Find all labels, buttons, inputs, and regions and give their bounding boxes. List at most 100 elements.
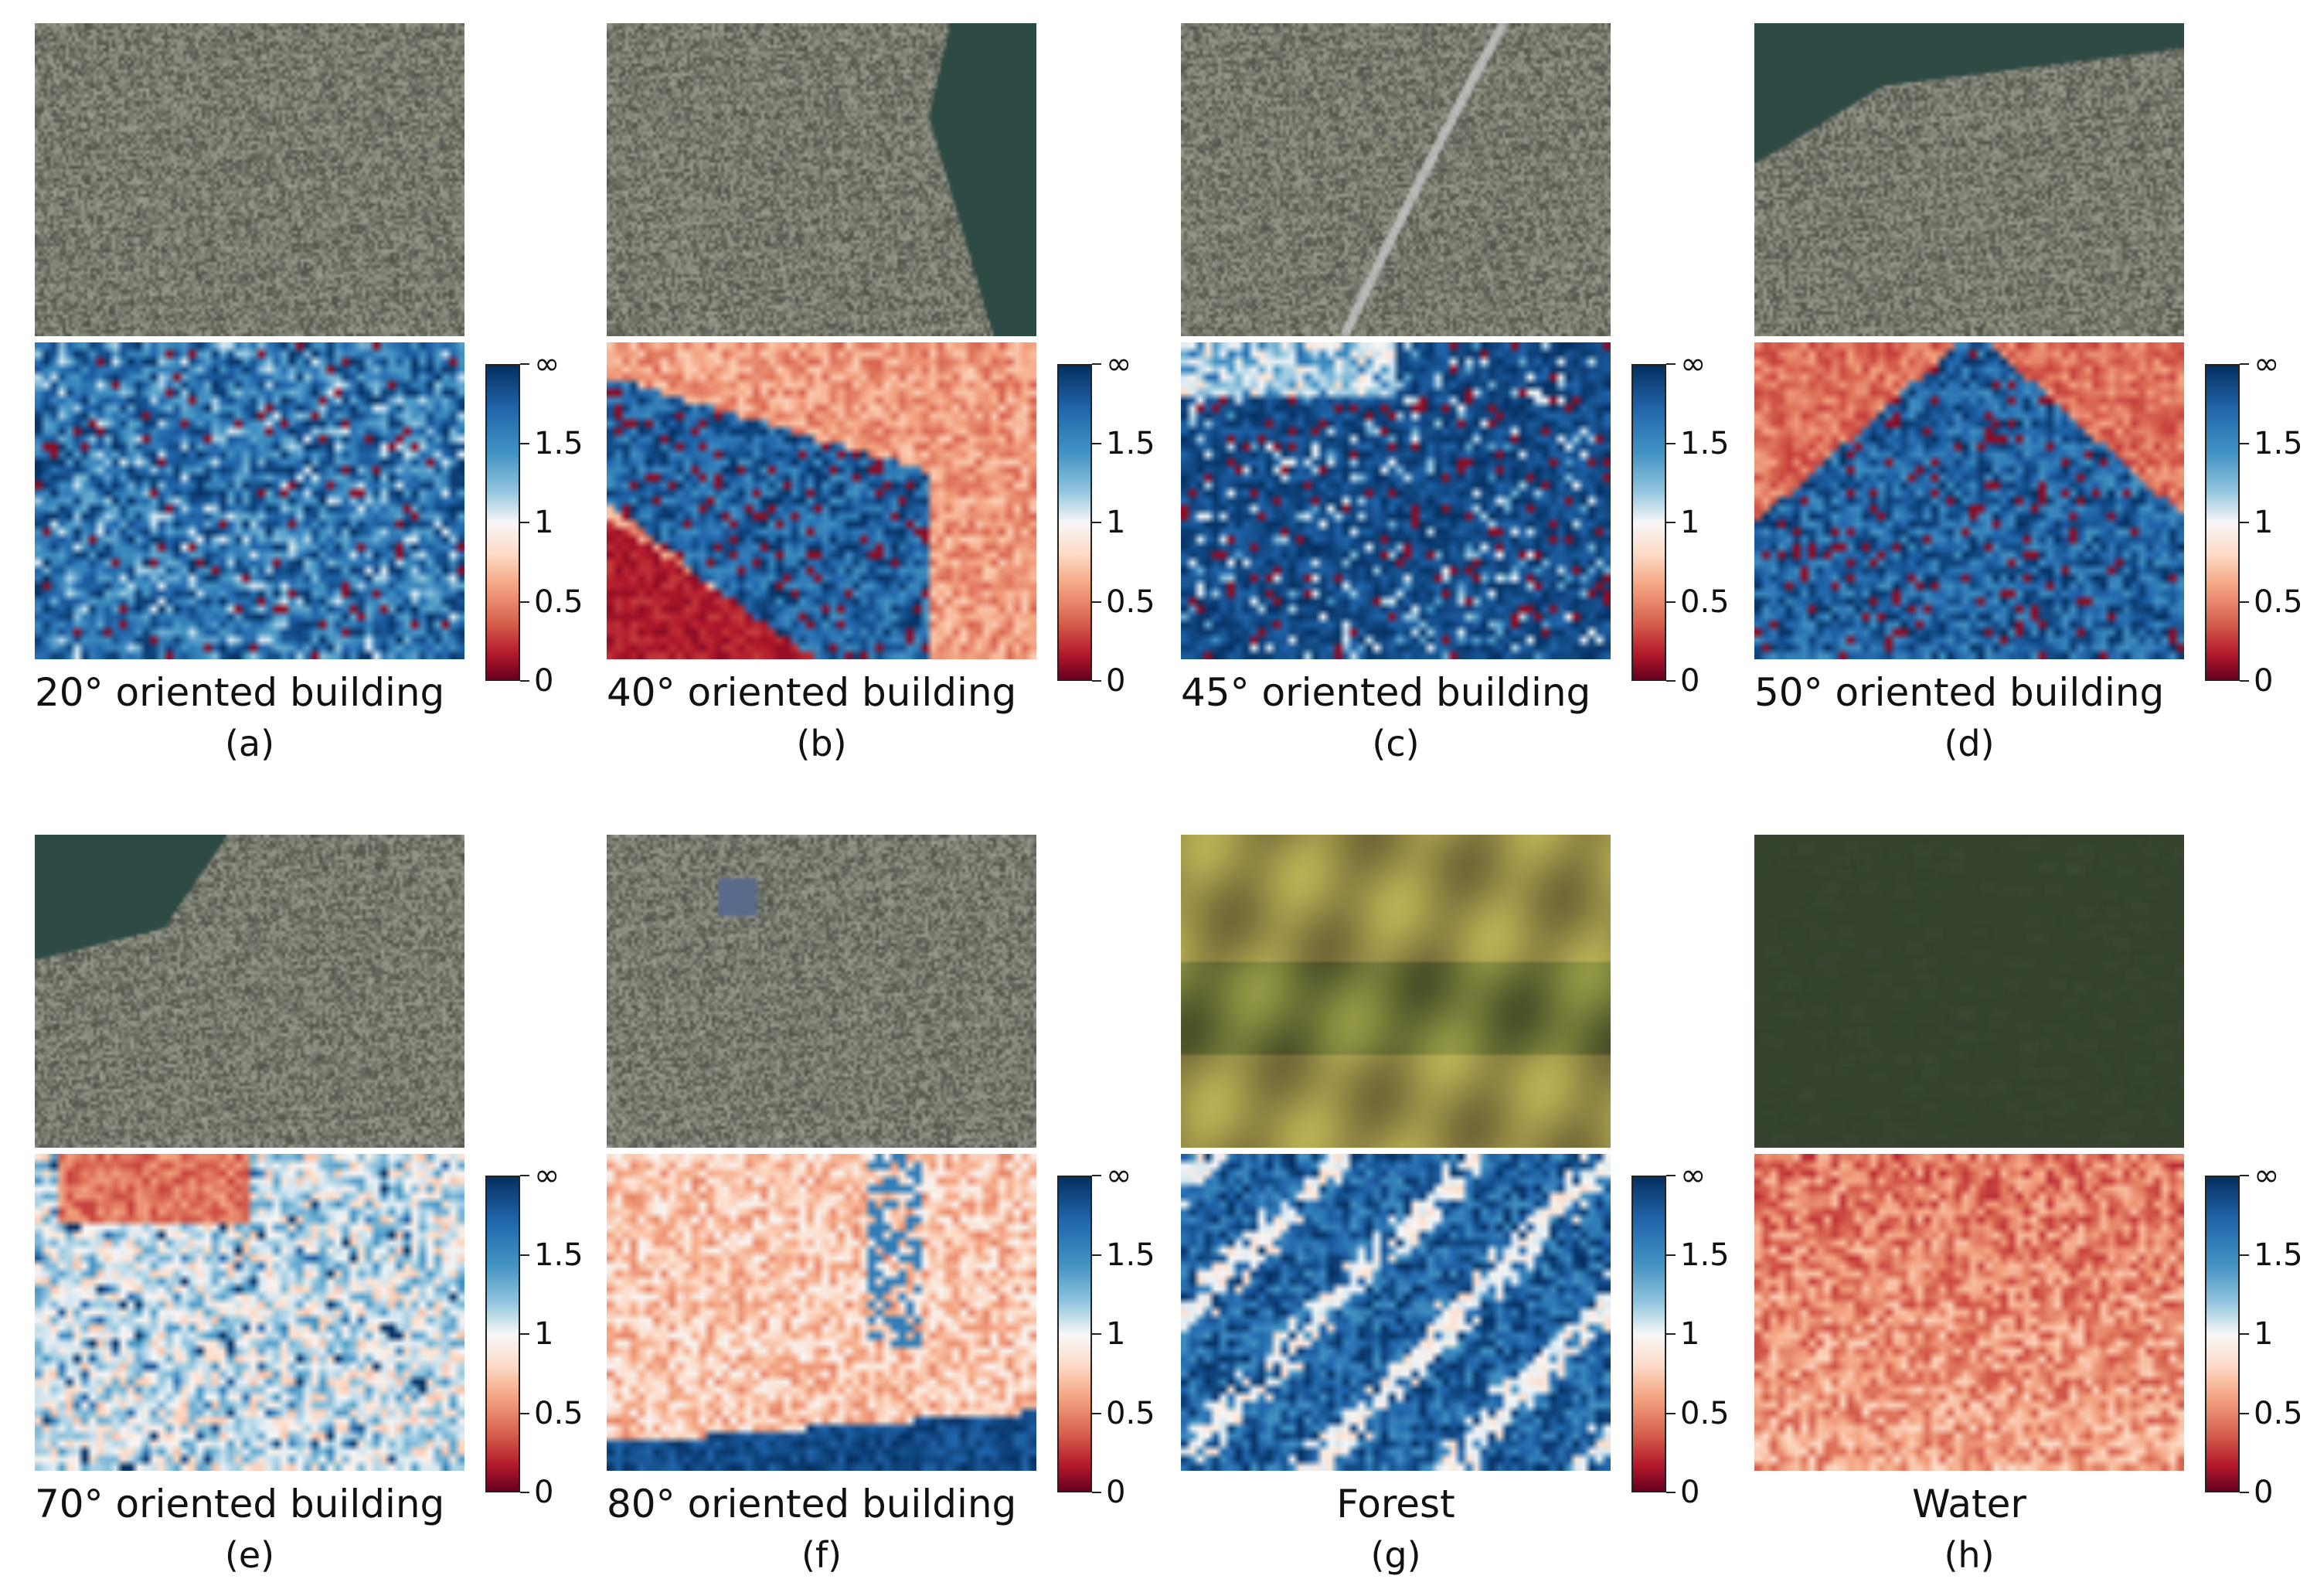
colorbar (1631, 364, 1666, 681)
colorbar-tick-label: 0 (534, 1475, 554, 1510)
colorbar-tick (1666, 1254, 1676, 1256)
satellite-image (607, 835, 1036, 1148)
satellite-image (35, 835, 464, 1148)
panel-caption: 20° oriented building (35, 670, 445, 715)
colorbar-tick (2240, 522, 2249, 523)
colorbar-tick-label: 1.5 (2254, 1237, 2303, 1273)
colorbar-tick-label: ∞ (2254, 1158, 2280, 1193)
panel-caption: 40° oriented building (607, 670, 1017, 715)
colorbar-tick (1092, 680, 1101, 682)
colorbar-tick (2240, 1254, 2249, 1256)
panel-label: (a) (224, 723, 275, 764)
colorbar-tick-label: 1 (1680, 1316, 1700, 1352)
colorbar-tick (520, 601, 529, 603)
colorbar-tick-label: 1 (1680, 505, 1700, 540)
colorbar-tick (2240, 1333, 2249, 1335)
colorbar-tick-label: ∞ (1680, 346, 1706, 382)
colorbar-tick (1666, 1333, 1676, 1335)
panel-caption: 70° oriented building (35, 1482, 445, 1526)
ratio-heatmap (35, 342, 464, 659)
colorbar-tick-label: ∞ (2254, 346, 2280, 382)
colorbar-tick (520, 1333, 529, 1335)
colorbar-tick (2240, 443, 2249, 444)
panel-caption: Water (1912, 1482, 2026, 1526)
ratio-heatmap (1181, 1154, 1611, 1471)
colorbar-tick (1666, 1492, 1676, 1493)
colorbar-tick (1092, 363, 1101, 365)
colorbar-tick-label: 0 (2254, 663, 2274, 699)
ratio-heatmap (1754, 1154, 2184, 1471)
panel-label: (d) (1944, 723, 1995, 764)
colorbar-tick-label: 0.5 (1106, 1396, 1155, 1431)
colorbar-tick-label: 0 (534, 663, 554, 699)
colorbar-tick (520, 1492, 529, 1493)
colorbar-tick (1092, 601, 1101, 603)
colorbar-tick-label: 0 (1680, 1475, 1700, 1510)
colorbar-tick (1666, 443, 1676, 444)
colorbar-tick (1092, 522, 1101, 523)
colorbar-tick (1092, 1175, 1101, 1176)
colorbar-tick-label: 1.5 (1106, 1237, 1155, 1273)
ratio-heatmap (1181, 342, 1611, 659)
colorbar-tick (2240, 1413, 2249, 1414)
colorbar-tick-label: 1 (2254, 1316, 2274, 1352)
colorbar-tick-label: 0 (2254, 1475, 2274, 1510)
satellite-image (1181, 835, 1611, 1148)
panel-label: (c) (1372, 723, 1420, 764)
colorbar-tick (520, 522, 529, 523)
colorbar-tick-label: 1 (1106, 505, 1126, 540)
colorbar-tick (1092, 1492, 1101, 1493)
colorbar-tick (2240, 680, 2249, 682)
satellite-image (35, 23, 464, 336)
satellite-image (1181, 23, 1611, 336)
ratio-heatmap (607, 342, 1036, 659)
colorbar-tick-label: ∞ (1106, 1158, 1132, 1193)
colorbar-tick-label: 0.5 (1680, 584, 1730, 620)
panel-caption: Forest (1336, 1482, 1455, 1526)
colorbar (1057, 1176, 1092, 1492)
colorbar (2205, 1176, 2240, 1492)
colorbar-tick (1666, 1413, 1676, 1414)
panel-label: (e) (224, 1534, 275, 1576)
colorbar-tick-label: 0.5 (1106, 584, 1155, 620)
colorbar-tick-label: 0.5 (2254, 584, 2303, 620)
colorbar-tick (1092, 443, 1101, 444)
colorbar-tick-label: 1.5 (2254, 426, 2303, 461)
satellite-image (1754, 23, 2184, 336)
colorbar-tick (1092, 1333, 1101, 1335)
colorbar-tick-label: 1.5 (534, 1237, 584, 1273)
colorbar-tick-label: ∞ (1680, 1158, 1706, 1193)
colorbar-tick-label: 1.5 (1680, 426, 1730, 461)
panel-caption: 50° oriented building (1754, 670, 2165, 715)
panel-label: (b) (796, 723, 847, 764)
colorbar-tick-label: 0 (1680, 663, 1700, 699)
panel-label: (f) (801, 1534, 842, 1576)
colorbar (1631, 1176, 1666, 1492)
colorbar-tick (520, 1413, 529, 1414)
colorbar-tick (1666, 680, 1676, 682)
colorbar-tick-label: 0.5 (534, 1396, 584, 1431)
colorbar (2205, 364, 2240, 681)
colorbar-tick-label: 0.5 (1680, 1396, 1730, 1431)
colorbar-tick (520, 1175, 529, 1176)
colorbar-tick (1092, 1413, 1101, 1414)
colorbar-tick (2240, 1175, 2249, 1176)
colorbar-tick-label: ∞ (1106, 346, 1132, 382)
panel-caption: 45° oriented building (1181, 670, 1591, 715)
ratio-heatmap (1754, 342, 2184, 659)
colorbar-tick-label: 0.5 (2254, 1396, 2303, 1431)
colorbar-tick (520, 443, 529, 444)
panel-label: (h) (1944, 1534, 1995, 1576)
colorbar-tick-label: 1 (534, 1316, 554, 1352)
colorbar (485, 364, 520, 681)
panel-label: (g) (1370, 1534, 1421, 1576)
colorbar-tick (1666, 522, 1676, 523)
panel-caption: 80° oriented building (607, 1482, 1017, 1526)
colorbar-tick-label: 1 (1106, 1316, 1126, 1352)
colorbar-tick (520, 680, 529, 682)
colorbar-tick (1666, 601, 1676, 603)
colorbar-tick (520, 1254, 529, 1256)
satellite-image (1754, 835, 2184, 1148)
colorbar-tick-label: 1.5 (1680, 1237, 1730, 1273)
colorbar-tick-label: 0.5 (534, 584, 584, 620)
